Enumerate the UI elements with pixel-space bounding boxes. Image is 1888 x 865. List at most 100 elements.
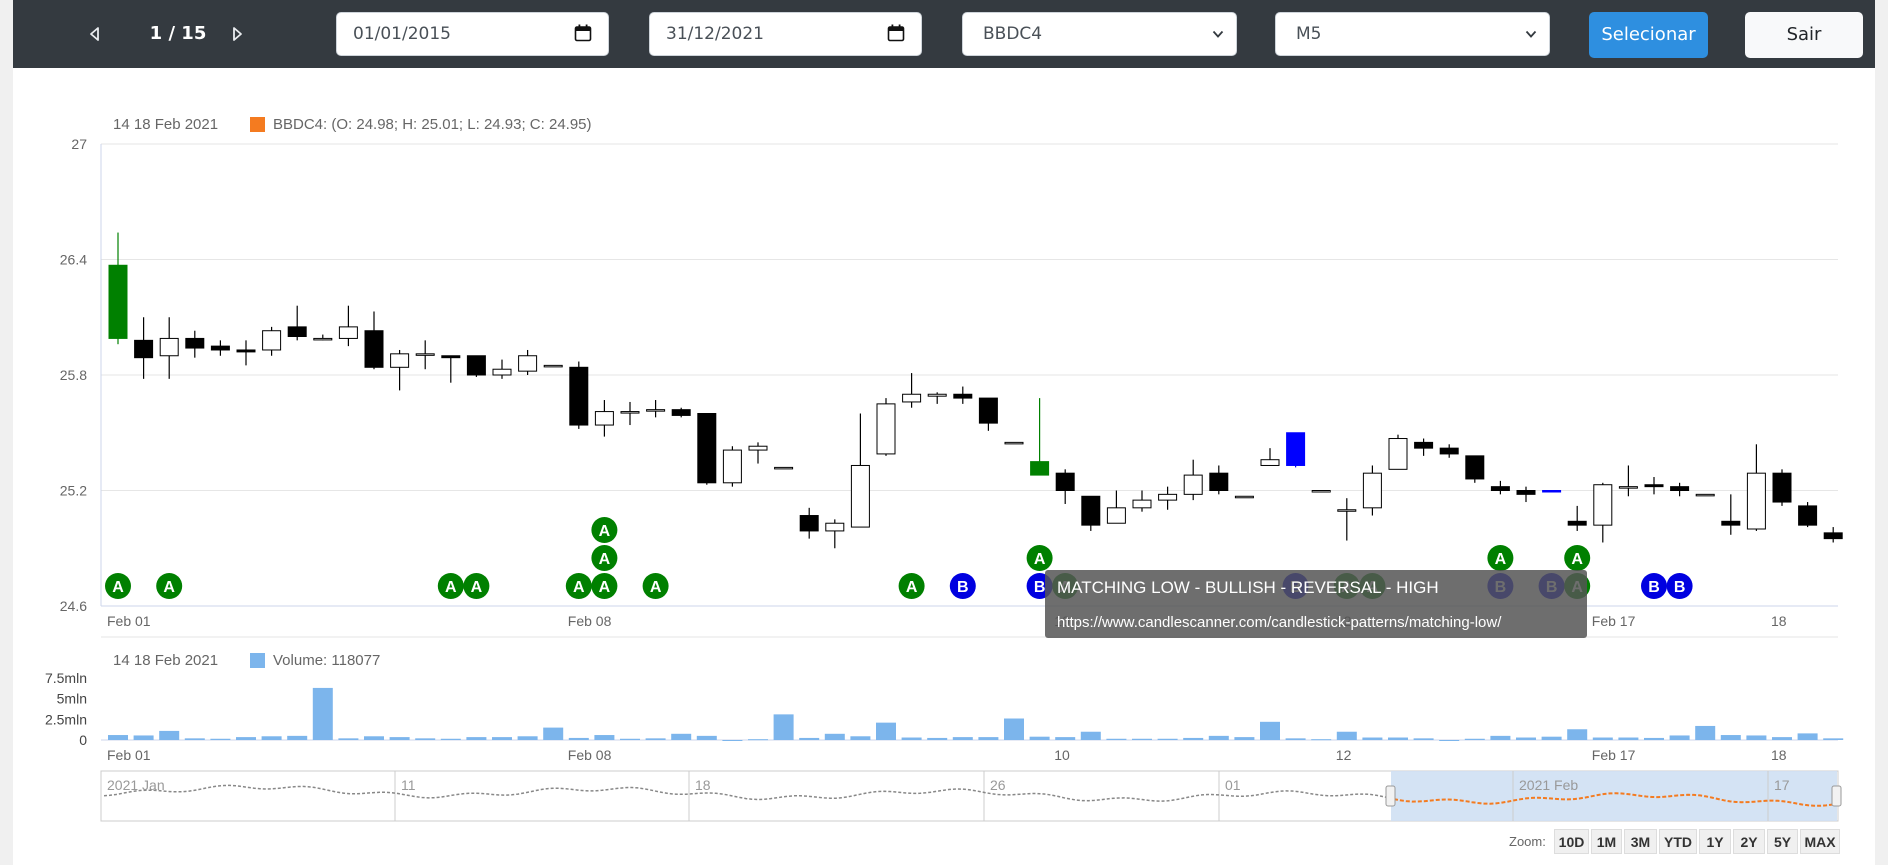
start-date-input[interactable]: 01/01/2015 [336, 12, 609, 56]
candle-body [1593, 484, 1613, 526]
volume-tick-label: 7.5mln [45, 670, 87, 686]
candle-body [236, 349, 256, 353]
signal-marker [591, 545, 618, 571]
volume-bar [1439, 740, 1460, 741]
ticker-select-value: BBDC4 [983, 24, 1043, 44]
signal-letter: A [163, 579, 175, 596]
zoom-ytd-button[interactable]: YTD [1659, 829, 1697, 854]
volume-x-axis-label: Feb 17 [1592, 747, 1636, 763]
volume-tick-label: 5mln [57, 691, 87, 707]
x-axis-label: Feb 17 [1592, 613, 1636, 629]
zoom-10d-button[interactable]: 10D [1554, 829, 1589, 854]
candle-body [876, 403, 896, 455]
signal-marker [591, 573, 618, 599]
navigator[interactable]: 2021 Jan 11 18 26 01 2021 Feb 17 [100, 770, 1842, 822]
navigator-series [103, 784, 1833, 807]
candle-body [850, 464, 870, 528]
signal-letter: B [1648, 579, 1660, 596]
candle-body [415, 353, 435, 356]
volume-legend-date: 14 18 Feb 2021 [113, 652, 218, 669]
zoom-max-button[interactable]: MAX [1800, 829, 1840, 854]
navigator-labels: 2021 Jan 11 18 26 01 2021 Feb 17 [107, 777, 1790, 793]
price-grid: 27 26.4 25.8 25.2 24.6 [60, 136, 1838, 614]
candle-body [1618, 486, 1638, 489]
volume-bar [1132, 738, 1152, 740]
next-page-button[interactable] [225, 22, 249, 46]
navigator-right-handle[interactable] [1831, 785, 1842, 807]
candle-body [108, 264, 128, 339]
candle-body [1004, 441, 1024, 445]
zoom-5y-button[interactable]: 5Y [1767, 829, 1798, 854]
signal-marker [1564, 545, 1591, 571]
candle-body [1106, 507, 1126, 524]
volume-bar [236, 737, 256, 740]
timeframe-select[interactable]: M5 [1275, 12, 1550, 56]
candle-body [390, 353, 410, 368]
volume-bar [1413, 738, 1434, 740]
tooltip-title: MATCHING LOW - BULLISH - REVERSAL - HIGH [1057, 578, 1439, 597]
signal-letter: B [957, 579, 969, 596]
navigator-selection[interactable] [1391, 771, 1837, 821]
prev-page-button[interactable] [83, 22, 107, 46]
volume-bar [338, 738, 359, 740]
tooltip-link[interactable]: https://www.candlescanner.com/candlestic… [1057, 614, 1502, 631]
volume-bar [1234, 737, 1255, 740]
calendar-icon[interactable] [574, 24, 592, 42]
volume-bar [1362, 737, 1383, 740]
navigator-label: 26 [990, 777, 1006, 793]
legend-swatch [250, 117, 265, 132]
calendar-icon[interactable] [887, 24, 905, 42]
start-date-value: 01/01/2015 [353, 24, 451, 44]
zoom-1y-button[interactable]: 1Y [1699, 829, 1731, 854]
navigator-series-selected [1393, 792, 1833, 807]
volume-x-axis-label: Feb 01 [107, 747, 151, 763]
candle-body [902, 393, 922, 403]
signal-letter: A [599, 523, 611, 540]
signal-marker [898, 573, 925, 599]
candle-body [134, 339, 154, 359]
candle-body [1260, 459, 1280, 466]
volume-bar [287, 735, 308, 740]
candle-body [1644, 484, 1664, 488]
volume-bar [492, 737, 512, 740]
signal-letter: A [445, 579, 457, 596]
volume-bar [1029, 736, 1050, 740]
exit-button[interactable]: Sair [1745, 12, 1863, 58]
zoom-2y-button[interactable]: 2Y [1733, 829, 1765, 854]
navigator-label: 2021 Feb [1519, 777, 1578, 793]
candle-body [927, 393, 947, 397]
navigator-label: 18 [695, 777, 711, 793]
price-tick-label: 24.6 [60, 598, 87, 614]
candle-body [159, 337, 179, 357]
candle-body [338, 326, 358, 339]
signal-marker [591, 517, 618, 543]
signal-letter: A [1571, 551, 1583, 568]
volume-bar [1285, 738, 1306, 740]
volume-bar [364, 736, 384, 740]
x-axis-label: Feb 08 [568, 613, 612, 629]
candle-body [364, 330, 384, 368]
candle-body [978, 397, 998, 424]
signal-marker [437, 573, 464, 599]
price-tick-label: 27 [71, 136, 87, 152]
volume-bar [1720, 735, 1741, 740]
candle-body [1439, 447, 1459, 455]
volume-bar [696, 735, 717, 740]
zoom-1m-button[interactable]: 1M [1591, 829, 1622, 854]
signal-letter: A [650, 579, 662, 596]
volume-bar [1260, 721, 1280, 740]
candle-body [313, 337, 333, 341]
end-date-input[interactable]: 31/12/2021 [649, 12, 922, 56]
select-button[interactable]: Selecionar [1589, 12, 1708, 58]
ticker-select[interactable]: BBDC4 [962, 12, 1237, 56]
candle-body [1234, 495, 1254, 499]
navigator-left-handle[interactable] [1385, 785, 1396, 807]
candle-body [1055, 472, 1075, 491]
signal-letter: A [573, 579, 585, 596]
signal-letter: B [1674, 579, 1686, 596]
volume-bar [1388, 737, 1408, 740]
end-date-value: 31/12/2021 [666, 24, 764, 44]
zoom-3m-button[interactable]: 3M [1624, 829, 1657, 854]
candle-body [1490, 486, 1510, 491]
